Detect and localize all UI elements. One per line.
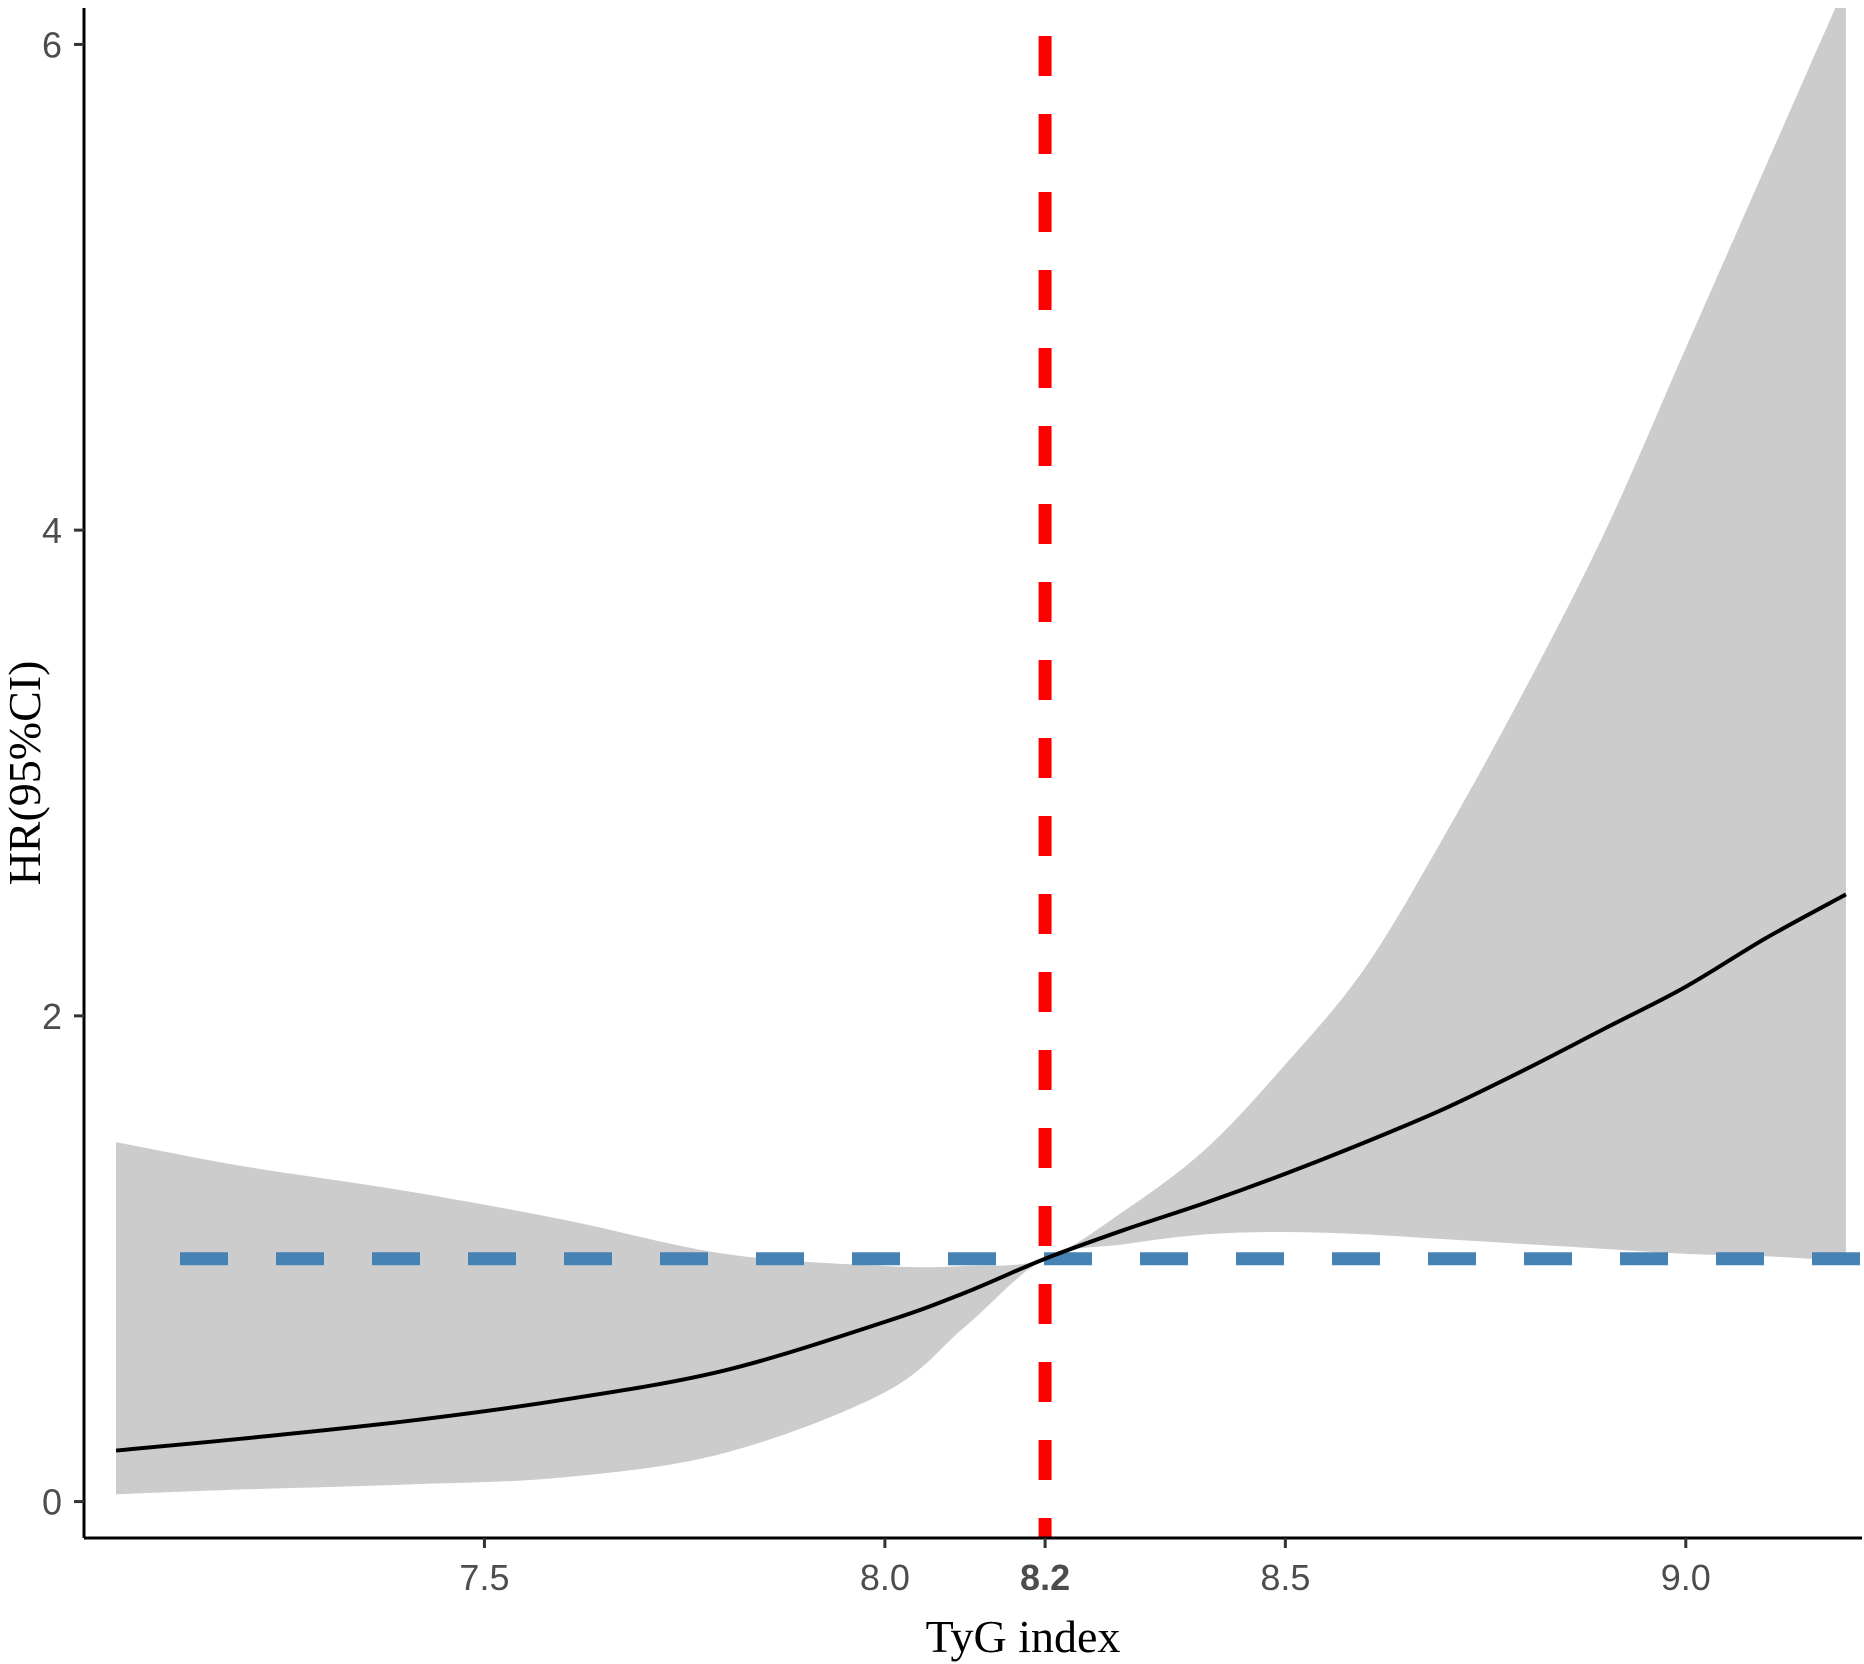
y-tick-label: 2 bbox=[42, 996, 62, 1037]
x-tick-label: 8.0 bbox=[860, 1557, 910, 1598]
y-tick-label: 4 bbox=[42, 510, 62, 551]
ticks: 0 2 4 6 7.5 8.0 8.2 8.5 9.0 bbox=[42, 24, 1711, 1598]
y-tick-label: 0 bbox=[42, 1482, 62, 1523]
plot-area bbox=[115, 8, 1862, 1538]
x-tick-label: 7.5 bbox=[459, 1557, 509, 1598]
y-axis-title: HR(95%CI) bbox=[0, 661, 50, 886]
x-tick-label: 9.0 bbox=[1661, 1557, 1711, 1598]
hr-curve bbox=[115, 892, 1847, 1453]
axes bbox=[82, 8, 1862, 1540]
confidence-band bbox=[116, 8, 1846, 1495]
y-tick-label: 6 bbox=[42, 24, 62, 65]
x-tick-label: 8.5 bbox=[1260, 1557, 1310, 1598]
x-tick-label: 8.2 bbox=[1020, 1557, 1070, 1598]
x-axis-title: TyG index bbox=[926, 1611, 1121, 1662]
